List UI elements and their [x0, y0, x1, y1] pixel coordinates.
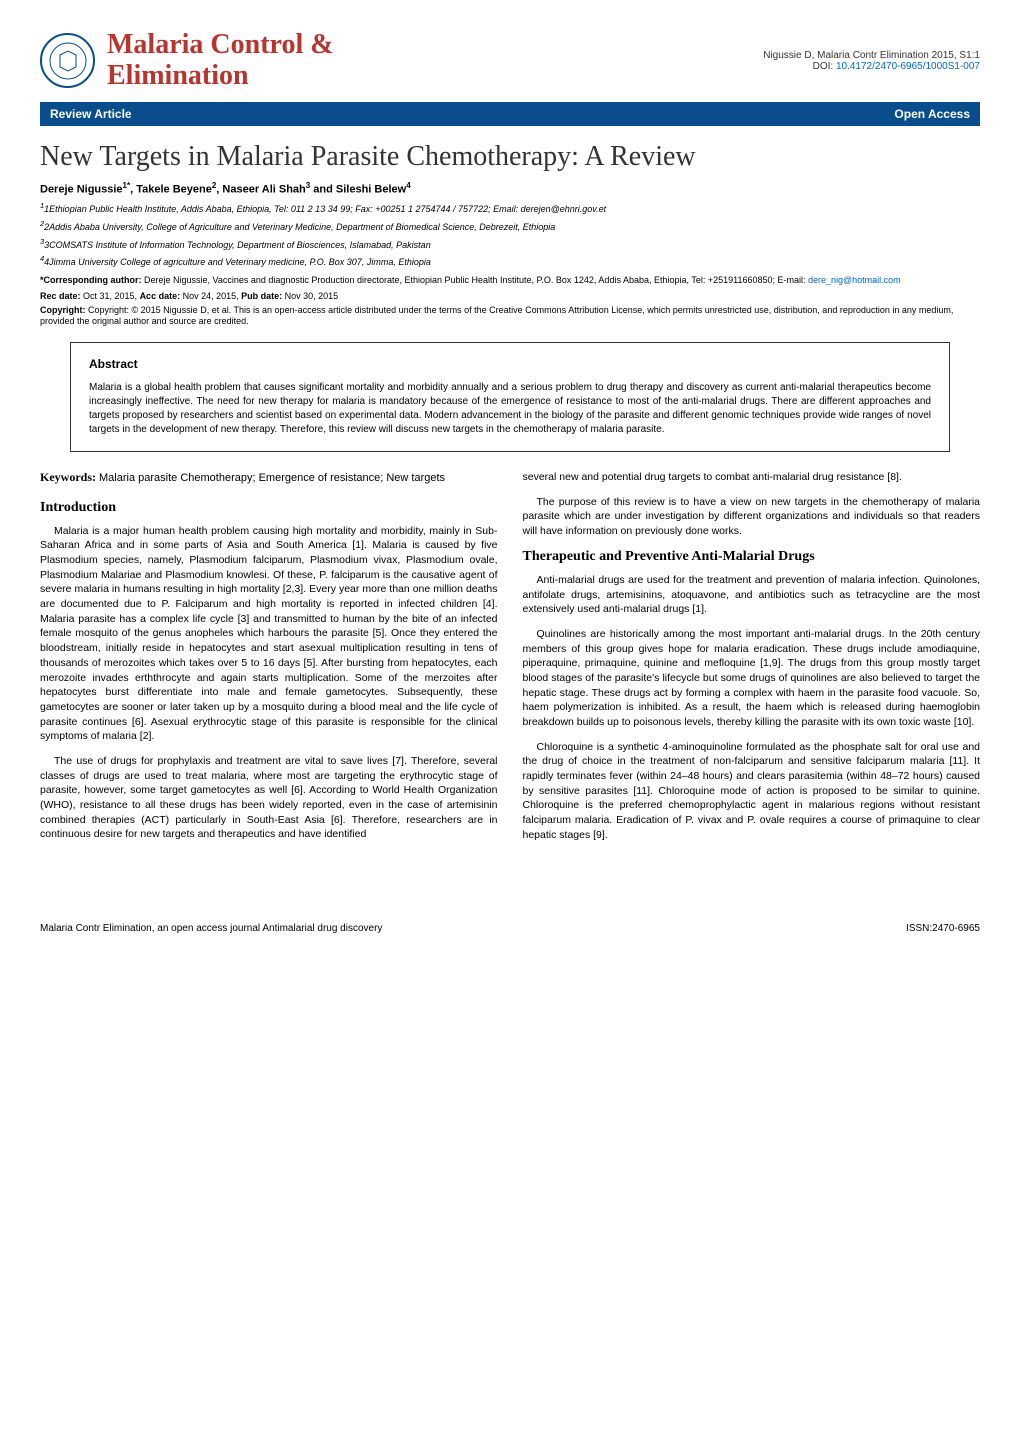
- citation-block: Nigussie D, Malaria Contr Elimination 20…: [763, 50, 980, 72]
- right-top-paragraph: several new and potential drug targets t…: [523, 470, 981, 485]
- journal-logo-icon: [40, 33, 95, 88]
- copyright-text: Copyright: Copyright: © 2015 Nigussie D,…: [40, 305, 980, 328]
- doi-line: DOI: 10.4172/2470-6965/1000S1-007: [763, 61, 980, 72]
- open-access-label: Open Access: [894, 107, 970, 121]
- rec-date-label: Rec date:: [40, 291, 83, 301]
- affiliation-3: 33COMSATS Institute of Information Techn…: [40, 237, 980, 252]
- corresponding-author: *Corresponding author: Dereje Nigussie, …: [40, 275, 980, 287]
- pub-date: Nov 30, 2015: [285, 291, 339, 301]
- article-title: New Targets in Malaria Parasite Chemothe…: [40, 141, 980, 173]
- journal-title: Malaria Control & Elimination: [107, 30, 334, 92]
- authors-line: Dereje Nigussie1*, Takele Beyene2, Nasee…: [40, 181, 980, 196]
- therapeutic-p3: Chloroquine is a synthetic 4-aminoquinol…: [523, 740, 981, 843]
- article-type-bar: Review Article Open Access: [40, 102, 980, 126]
- keywords-block: Keywords: Malaria parasite Chemotherapy;…: [40, 470, 498, 486]
- page-footer: Malaria Contr Elimination, an open acces…: [0, 913, 1020, 944]
- corresponding-email[interactable]: dere_nig@hotmail.com: [808, 275, 901, 285]
- purpose-paragraph: The purpose of this review is to have a …: [523, 495, 981, 539]
- acc-date: Nov 24, 2015,: [183, 291, 242, 301]
- corresponding-text: Dereje Nigussie, Vaccines and diagnostic…: [144, 275, 808, 285]
- therapeutic-heading: Therapeutic and Preventive Anti-Malarial…: [523, 549, 981, 565]
- journal-title-line2: Elimination: [107, 61, 334, 92]
- keywords-label: Keywords:: [40, 470, 99, 484]
- logo-section: Malaria Control & Elimination: [40, 30, 334, 92]
- pub-date-label: Pub date:: [241, 291, 285, 301]
- affiliation-2: 22Addis Ababa University, College of Agr…: [40, 219, 980, 234]
- doi-label: DOI:: [813, 61, 836, 72]
- header-row: Malaria Control & Elimination Nigussie D…: [40, 30, 980, 92]
- therapeutic-p2: Quinolines are historically among the mo…: [523, 627, 981, 730]
- left-column: Keywords: Malaria parasite Chemotherapy;…: [40, 470, 498, 852]
- affiliation-1: 11Ethiopian Public Health Institute, Add…: [40, 201, 980, 216]
- abstract-box: Abstract Malaria is a global health prob…: [70, 342, 950, 452]
- keywords-text: Malaria parasite Chemotherapy; Emergence…: [99, 472, 445, 484]
- rec-date: Oct 31, 2015,: [83, 291, 140, 301]
- page-container: Malaria Control & Elimination Nigussie D…: [0, 0, 1020, 883]
- intro-paragraph-2: The use of drugs for prophylaxis and tre…: [40, 754, 498, 842]
- article-type-label: Review Article: [50, 107, 132, 121]
- corresponding-label: *Corresponding author:: [40, 275, 144, 285]
- introduction-heading: Introduction: [40, 500, 498, 516]
- two-column-layout: Keywords: Malaria parasite Chemotherapy;…: [40, 470, 980, 852]
- therapeutic-p1: Anti-malarial drugs are used for the tre…: [523, 573, 981, 617]
- doi-link[interactable]: 10.4172/2470-6965/1000S1-007: [836, 61, 980, 72]
- affiliation-4: 44Jimma University College of agricultur…: [40, 254, 980, 269]
- acc-date-label: Acc date:: [140, 291, 183, 301]
- footer-left: Malaria Contr Elimination, an open acces…: [40, 923, 382, 934]
- abstract-text: Malaria is a global health problem that …: [89, 381, 931, 437]
- dates-line: Rec date: Oct 31, 2015, Acc date: Nov 24…: [40, 291, 980, 301]
- abstract-heading: Abstract: [89, 357, 931, 371]
- journal-title-line1: Malaria Control &: [107, 30, 334, 61]
- citation-author: Nigussie D, Malaria Contr Elimination 20…: [763, 50, 980, 61]
- intro-paragraph-1: Malaria is a major human health problem …: [40, 524, 498, 744]
- footer-right: ISSN:2470-6965: [906, 923, 980, 934]
- right-column: several new and potential drug targets t…: [523, 470, 981, 852]
